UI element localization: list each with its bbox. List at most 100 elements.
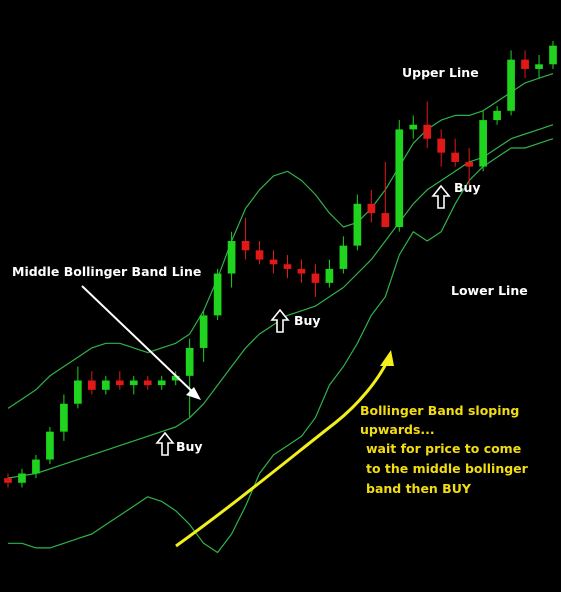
trend-arrow bbox=[175, 350, 394, 548]
candle-body bbox=[115, 380, 124, 386]
middle-line-label: Middle Bollinger Band Line bbox=[12, 264, 201, 279]
candle-body bbox=[493, 110, 501, 121]
candle bbox=[535, 55, 543, 79]
candle-body bbox=[437, 138, 446, 153]
candle bbox=[18, 468, 26, 488]
candle bbox=[255, 241, 264, 265]
candles-group bbox=[4, 41, 557, 488]
note-line-1: Bollinger Band sloping bbox=[360, 403, 519, 418]
candle bbox=[157, 375, 166, 390]
candle bbox=[115, 371, 124, 390]
candle bbox=[60, 394, 68, 441]
candle bbox=[437, 129, 446, 167]
note-line-3: wait for price to come bbox=[366, 441, 521, 456]
candle-body bbox=[521, 59, 529, 69]
candle-body bbox=[129, 380, 138, 386]
candle bbox=[199, 310, 208, 362]
candle-body bbox=[32, 459, 40, 474]
candle-body bbox=[171, 375, 180, 381]
candle-body bbox=[283, 264, 292, 269]
note-line-5: band then BUY bbox=[366, 481, 472, 496]
candle-body bbox=[199, 315, 208, 348]
candle-body bbox=[255, 250, 264, 260]
buy-arrow-1 bbox=[155, 431, 175, 456]
candle bbox=[46, 427, 54, 465]
candle bbox=[423, 101, 432, 148]
candle-body bbox=[143, 380, 152, 386]
candle bbox=[339, 236, 348, 274]
candle-body bbox=[339, 245, 348, 269]
candle bbox=[213, 268, 222, 321]
middle-line-pointer-arrow bbox=[81, 285, 201, 400]
candle-body bbox=[18, 473, 26, 483]
candle bbox=[241, 217, 250, 260]
candle bbox=[88, 371, 96, 395]
candle bbox=[185, 338, 194, 418]
buy-label-2: Buy bbox=[294, 313, 321, 328]
candle bbox=[367, 189, 376, 223]
candle-body bbox=[353, 203, 362, 246]
candle bbox=[521, 50, 529, 79]
candle-body bbox=[213, 273, 222, 316]
candle-body bbox=[157, 380, 166, 386]
candle-body bbox=[325, 268, 334, 283]
candle bbox=[143, 375, 152, 390]
candle bbox=[4, 473, 12, 488]
candle bbox=[549, 41, 557, 69]
buy-arrow-3 bbox=[431, 184, 451, 209]
candle-body bbox=[507, 59, 515, 111]
candle-body bbox=[269, 259, 278, 265]
candle bbox=[74, 366, 82, 409]
candle-body bbox=[367, 203, 376, 214]
candle bbox=[409, 115, 418, 139]
candle-body bbox=[227, 241, 236, 274]
note-line-4: to the middle bollinger bbox=[366, 461, 529, 476]
candle-body bbox=[451, 152, 460, 162]
candle-body bbox=[381, 213, 390, 228]
candle bbox=[129, 375, 138, 395]
candle-body bbox=[46, 431, 54, 460]
buy-label-3: Buy bbox=[454, 180, 481, 195]
candle-body bbox=[241, 241, 250, 251]
candle-body bbox=[423, 124, 432, 139]
candle-body bbox=[88, 380, 96, 390]
candle bbox=[507, 50, 515, 116]
candle bbox=[465, 148, 473, 186]
lower-line-label: Lower Line bbox=[451, 283, 528, 298]
lower-band-line bbox=[8, 138, 554, 554]
buy-label-1: Buy bbox=[176, 439, 203, 454]
candle-body bbox=[297, 268, 306, 274]
candle-body bbox=[311, 273, 320, 283]
candle bbox=[227, 231, 236, 288]
candle bbox=[381, 161, 390, 228]
candle bbox=[395, 120, 404, 232]
candle bbox=[32, 454, 40, 479]
candle bbox=[171, 371, 180, 386]
upper-line-label: Upper Line bbox=[402, 65, 479, 80]
candle-body bbox=[479, 120, 487, 167]
candle-body bbox=[395, 129, 404, 228]
candle-body bbox=[535, 64, 543, 69]
candle-body bbox=[185, 347, 194, 376]
upper-band-line bbox=[7, 73, 554, 409]
candle bbox=[325, 259, 334, 288]
candle-body bbox=[101, 380, 110, 390]
candle-body bbox=[74, 380, 82, 404]
buy-arrow-2 bbox=[270, 308, 290, 333]
candle bbox=[353, 194, 362, 251]
candle bbox=[479, 110, 487, 172]
candle bbox=[311, 264, 320, 297]
candle-body bbox=[60, 403, 68, 432]
candle-body bbox=[4, 478, 12, 483]
candle bbox=[451, 138, 460, 167]
candle bbox=[101, 375, 110, 395]
candle bbox=[269, 250, 278, 274]
note-line-2: upwards... bbox=[360, 422, 435, 437]
candle-body bbox=[549, 45, 557, 65]
candle-body bbox=[409, 124, 418, 130]
candle bbox=[283, 254, 292, 279]
candle bbox=[297, 259, 306, 283]
candle bbox=[493, 106, 501, 125]
